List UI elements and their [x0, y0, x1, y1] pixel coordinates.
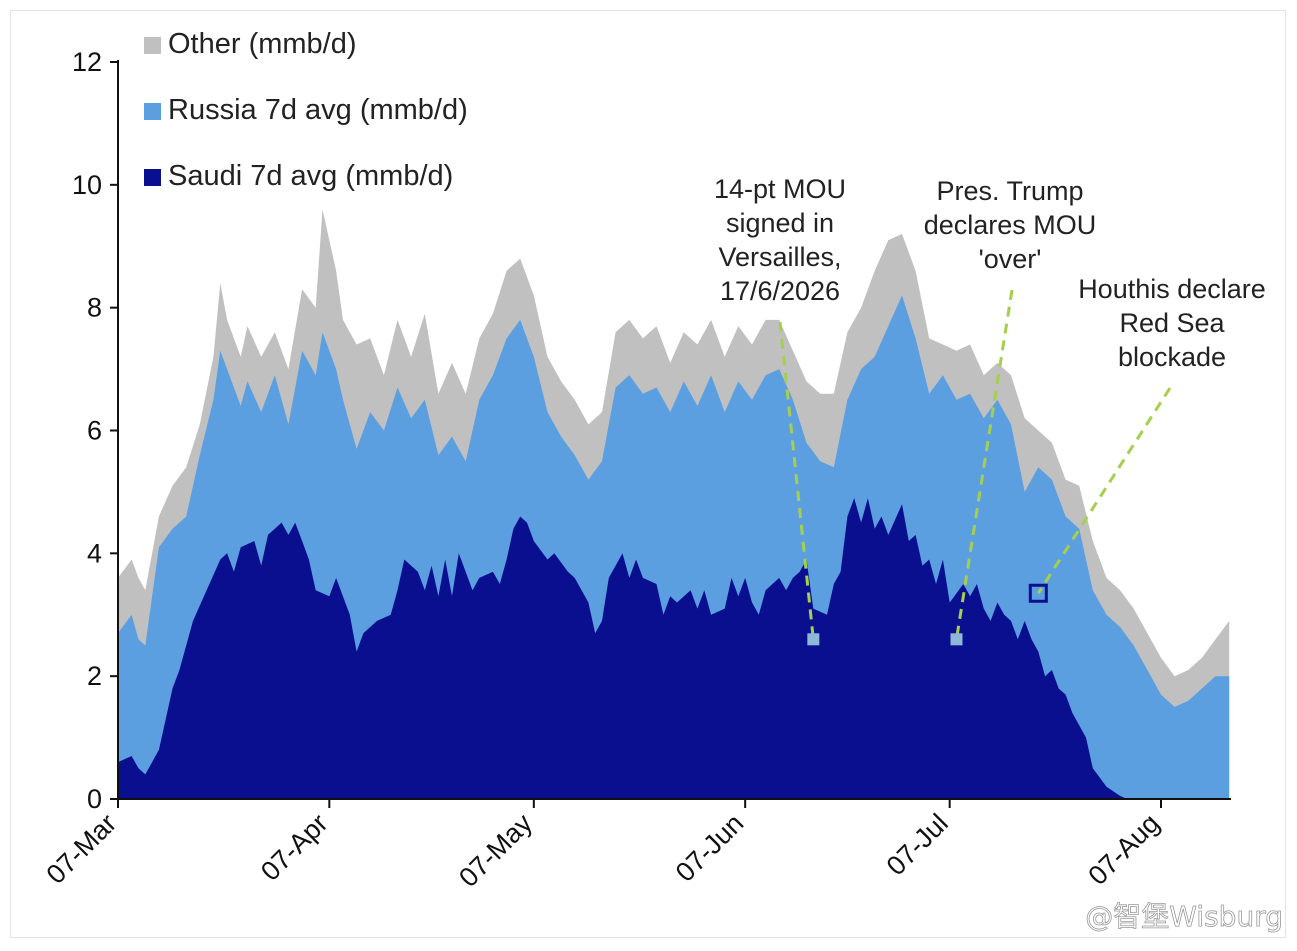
annotation-text-line: Versailles, [718, 242, 841, 272]
x-tick-label: 07-Aug [1082, 808, 1165, 891]
annotation-text-line: signed in [726, 208, 834, 238]
annotation-leader-line [778, 321, 815, 640]
chart-frame [10, 10, 1286, 938]
annotation-text-line: Red Sea [1119, 308, 1225, 338]
legend-label: Russia 7d avg (mmb/d) [168, 94, 468, 126]
legend-swatch [144, 169, 161, 186]
x-tick-label: 07-Jun [670, 808, 750, 888]
y-tick-label: 6 [87, 416, 102, 446]
areas-layer [118, 209, 1250, 799]
annotation-text-line: Houthis declare [1078, 274, 1266, 304]
watermark: @智堡Wisburg [1085, 900, 1283, 933]
x-tick-label: 07-Jul [881, 808, 954, 881]
y-tick-label: 8 [87, 293, 102, 323]
legend-label: Saudi 7d avg (mmb/d) [168, 160, 453, 192]
y-tick-label: 4 [87, 538, 102, 568]
legend-swatch [144, 103, 161, 120]
annotation-text-line: declares MOU [924, 210, 1097, 240]
legend-swatch [144, 37, 161, 54]
x-tick-label: 07-Mar [41, 808, 123, 890]
annotation-marker [807, 633, 820, 646]
annotations-layer: 14-pt MOU signed in Versailles, 17/6/2026 Pr… [714, 174, 1266, 646]
annotation-text-line: 17/6/2026 [720, 276, 840, 306]
annotation-leader-line [955, 289, 1014, 640]
annotation-marker [1028, 583, 1048, 603]
annotation-marker [950, 633, 963, 646]
annotation-text-line: 14-pt MOU [714, 174, 846, 204]
x-tick-label: 07-May [453, 808, 538, 893]
x-tick-label: 07-Apr [255, 808, 334, 887]
y-tick-label: 10 [72, 170, 102, 200]
legend-label: Other (mmb/d) [168, 28, 357, 60]
annotation-leader-line [1037, 387, 1172, 595]
legend: Other (mmb/d) Russia 7d avg (mmb/d) Saudi … [144, 28, 468, 192]
annotation-text-line: 'over' [979, 244, 1042, 274]
y-tick-label: 0 [87, 784, 102, 814]
area-saudi [118, 498, 1250, 799]
y-tick-label: 12 [72, 47, 102, 77]
y-tick-label: 2 [87, 661, 102, 691]
annotation-text-line: blockade [1118, 342, 1226, 372]
annotation-text-line: Pres. Trump [936, 176, 1083, 206]
